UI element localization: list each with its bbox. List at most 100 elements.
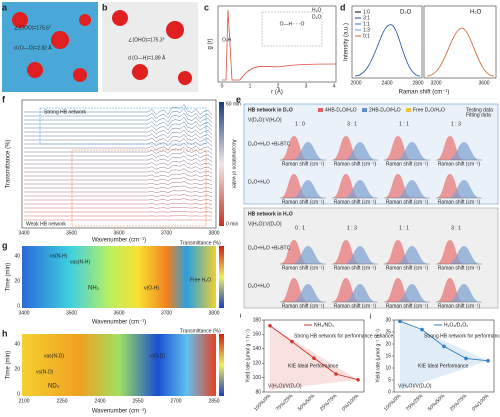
curve-h2o-d (426, 27, 495, 77)
y-tick-label: 30 (385, 317, 391, 323)
legend-swatch (318, 108, 323, 112)
x-tick-label: 0%/100% (341, 393, 361, 413)
cell-xlabel: Raman shift (cm⁻¹) (334, 265, 377, 271)
y-tick-label: 0 (17, 303, 20, 309)
peak (292, 246, 324, 264)
cell-xlabel: Raman shift (cm⁻¹) (334, 161, 377, 167)
note: ν(O-H) (144, 285, 159, 291)
x-label: Raman shift (cm⁻¹) (399, 90, 450, 96)
legend-label: 2HB-D₂O/H₂O (369, 107, 401, 113)
peak (344, 284, 376, 302)
cell-xlabel: Raman shift (cm⁻¹) (438, 303, 481, 309)
x-tick-label: 3400 (18, 230, 29, 236)
ratio: 3 : 1 (347, 121, 357, 127)
y-tick-label: 100 (253, 375, 262, 381)
cbar-label: 60 min (226, 101, 241, 107)
annotation: KIE Ideal Performance (288, 363, 339, 369)
axes-c (217, 5, 337, 83)
point (398, 319, 402, 324)
x-label: Wavenumber (cm⁻¹) (92, 409, 146, 415)
x-tick-label: 3400 (18, 310, 29, 316)
note: H₂O (470, 10, 482, 16)
y-label: g (r) (208, 39, 214, 50)
panel-label: c (204, 2, 209, 12)
spectrum (24, 134, 213, 143)
weak-box (71, 149, 207, 227)
axes (263, 319, 365, 393)
annotation: Strong HB network for performance enhanc… (294, 333, 393, 339)
y-tick-label: 20 (385, 341, 391, 347)
panel-label: g (2, 240, 8, 250)
row-label: D₂O+H₂O +Bi-BTC (248, 245, 291, 251)
x-tick-label: 50%/50% (427, 393, 447, 413)
colorbar-f (219, 102, 224, 226)
x-tick-label: 2800 (412, 80, 423, 86)
peak (292, 142, 324, 160)
cell-xlabel: Raman shift (cm⁻¹) (282, 199, 325, 205)
spectrum (24, 172, 213, 178)
x-tick-label: 100%/0% (383, 393, 403, 413)
y-label: Intensity (a.u.) (344, 23, 350, 61)
spectra-f (24, 104, 213, 221)
panel-label: d (340, 2, 346, 12)
x-label: r (Å) (271, 89, 283, 96)
peak (396, 284, 428, 302)
x-tick-label: 4 (333, 83, 336, 89)
x-tick-label: 3200 (430, 80, 441, 86)
annotation: Strong HB network for performance enhanc… (424, 333, 500, 339)
panel-label: e (236, 94, 241, 104)
legend-label: 1:3 (363, 27, 370, 33)
panel-label: i (240, 313, 242, 319)
x-label: V(H₂O)/V(D₂O) (268, 383, 302, 389)
x-tick-label: 2700 (170, 398, 181, 404)
legend-label: Free D₂O/H₂O (413, 107, 445, 113)
y-tick-label: 120 (253, 361, 262, 367)
legend-label: NH₃/ND₃ (314, 322, 334, 328)
ideal-area (400, 321, 488, 390)
note: Free H₂O (190, 277, 211, 283)
note: NH₃ (88, 286, 100, 292)
legend-label: Testing data (466, 107, 493, 113)
x-tick-label: 0%/100% (471, 393, 491, 413)
note: νs(N-D) (36, 369, 54, 375)
note: Weak HB network (26, 221, 66, 227)
legend: H₂O (312, 7, 322, 13)
row-label: D₂O+H₂O +Bi-BTC (248, 141, 291, 147)
x-tick-label: 2100 (18, 398, 29, 404)
spectrum (24, 159, 213, 166)
peak (344, 180, 376, 198)
y-tick-label: 20 (14, 278, 20, 284)
ratio: 1 : 3 (347, 225, 357, 231)
x-label: Wavenumber (cm⁻¹) (92, 320, 146, 326)
x-tick-label: 3600 (478, 80, 489, 86)
legend-swatch (406, 108, 411, 112)
peak (344, 142, 376, 160)
y-tick-label: 140 (253, 346, 262, 352)
x-tick-label: 75%/25% (275, 393, 295, 413)
cbar-label: 0 min (226, 221, 238, 227)
point (464, 356, 468, 361)
spectrum (24, 129, 213, 139)
note: νs(N-H) (50, 253, 68, 259)
peak (396, 142, 428, 160)
y-label: Yield rate (μmol g⁻¹ h⁻¹) (375, 329, 381, 383)
note: d (O—H)=1.89 Å (128, 54, 166, 61)
x-label: V(H₂O)/V(D₂O) (398, 383, 432, 389)
panel-label: b (102, 2, 108, 12)
axes-d-left (351, 5, 423, 79)
legend-label: H₂O₂/D₂O₂ (444, 322, 468, 328)
cell-xlabel: Raman shift (cm⁻¹) (282, 161, 325, 167)
point (442, 344, 446, 349)
peak (448, 246, 480, 264)
legend-label: 4HB-D₂O/H₂O (325, 107, 357, 113)
inset-c (261, 11, 323, 47)
x-label: Wavenumber (cm⁻¹) (92, 238, 146, 244)
spectrum (24, 155, 213, 162)
curve-h2o (222, 9, 337, 81)
spectrum (24, 185, 213, 190)
y-tick-label: 5 (388, 377, 391, 383)
peak (396, 246, 428, 264)
spectrum (24, 125, 213, 135)
cell-xlabel: Raman shift (cm⁻¹) (386, 265, 429, 271)
spectrum (24, 202, 213, 205)
